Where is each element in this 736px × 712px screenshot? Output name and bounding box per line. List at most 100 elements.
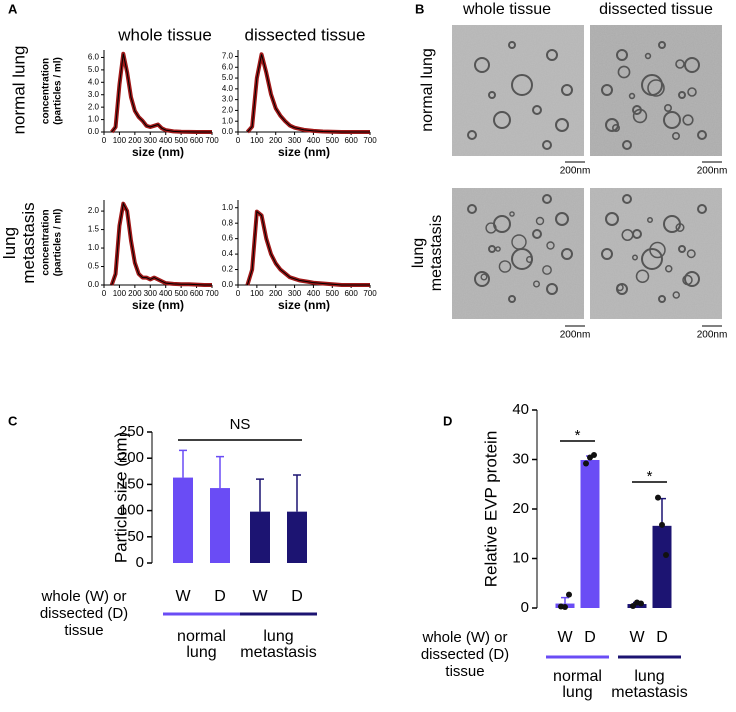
y-axis-label: Particle size (nm) (111, 432, 130, 563)
bar (173, 477, 193, 563)
group-label: lung (634, 668, 664, 685)
bar (580, 459, 600, 608)
y-tick-label: 2.0 (88, 206, 100, 215)
row-label: normal lung (9, 46, 28, 135)
x-tick-label: 400 (307, 289, 321, 298)
error-bar (216, 455, 224, 489)
group-axis-label: dissected (D) (421, 646, 509, 663)
y-tick-label: 4.0 (88, 77, 100, 86)
panel-label: A (8, 1, 18, 16)
error-bar (179, 449, 187, 478)
panel-label: C (8, 413, 18, 428)
em-image (452, 188, 584, 319)
x-tick-label: 600 (190, 136, 204, 145)
scale-bar-label: 200nm (560, 330, 591, 341)
error-bar (293, 474, 301, 512)
error-bar (658, 497, 666, 526)
group-label: normal (553, 668, 602, 685)
y-tick-label: 10 (512, 549, 529, 566)
y-tick-label: 0 (521, 599, 529, 616)
y-tick-label: 200 (119, 449, 144, 466)
line (247, 54, 370, 133)
y-tick-label: 150 (119, 475, 144, 492)
y-tick-label: 0.2 (222, 265, 234, 274)
row-label: normal lung (419, 48, 436, 132)
x-tick-label: 700 (363, 289, 377, 298)
y-tick-label: 0.6 (222, 234, 234, 243)
x-tick-label: 100 (113, 136, 127, 145)
line (246, 210, 370, 286)
group-label: lung (186, 644, 216, 661)
line (111, 202, 212, 286)
group-label: lung (562, 684, 592, 701)
scale-bars (565, 161, 722, 327)
x-tick-label: D (656, 629, 668, 646)
y-tick-label: 250 (119, 423, 144, 440)
data-point (562, 604, 568, 611)
data-point (591, 452, 597, 459)
y-axis-label: concentration (41, 58, 52, 124)
group-axis-label: whole (W) or (40, 588, 126, 605)
y-tick-label: 5.0 (88, 65, 100, 74)
panel-label: B (415, 1, 424, 16)
x-tick-label: 600 (190, 289, 204, 298)
y-tick-label: 50 (127, 528, 144, 545)
bar (652, 525, 672, 608)
x-tick-label: 500 (174, 289, 188, 298)
em-image (590, 25, 722, 156)
y-tick-label: 0.4 (222, 249, 234, 258)
group-axis-label: tissue (64, 622, 103, 639)
x-tick-label: 500 (326, 289, 340, 298)
row-label: lung (0, 227, 19, 259)
x-tick-label: 600 (344, 136, 358, 145)
x-tick-label: 100 (113, 289, 127, 298)
x-tick-label: 0 (236, 136, 241, 145)
data-point (583, 460, 589, 467)
group-axis-label: dissected (D) (40, 605, 128, 622)
data-point (630, 603, 636, 610)
y-tick-label: 6.0 (88, 53, 100, 62)
y-axis-label: concentration (41, 209, 52, 275)
y-axis-label: (particles / ml) (53, 57, 64, 125)
x-tick-label: D (584, 629, 596, 646)
x-tick-label: D (291, 588, 303, 605)
y-tick-label: 40 (512, 401, 529, 418)
x-tick-label: W (175, 588, 191, 605)
y-axis-label: Relative EVP protein (481, 431, 500, 588)
y-tick-label: 4.0 (222, 84, 234, 93)
x-tick-label: 400 (159, 289, 173, 298)
data-point (663, 552, 669, 559)
scale-bar-label: 200nm (560, 166, 591, 177)
axis (237, 50, 370, 133)
x-tick-label: 0 (236, 289, 241, 298)
group-axis-label: tissue (445, 663, 484, 680)
y-tick-label: 0.8 (222, 218, 234, 227)
x-tick-label: 500 (174, 136, 188, 145)
annotation: NS (230, 416, 251, 433)
band (245, 209, 370, 287)
x-tick-label: 0 (102, 136, 107, 145)
scale-bar-label: 200nm (697, 330, 728, 341)
group-label: lung (263, 628, 293, 645)
bar (627, 604, 647, 608)
y-tick-label: 0.5 (88, 262, 100, 271)
x-tick-label: 200 (128, 136, 142, 145)
x-tick-label: D (214, 588, 226, 605)
band (245, 52, 370, 134)
data-point (638, 600, 644, 607)
bar (250, 511, 270, 563)
x-axis-label: size (nm) (132, 298, 184, 312)
y-tick-label: 30 (512, 450, 529, 467)
x-tick-label: 100 (250, 136, 264, 145)
row-label: metastasis (19, 202, 38, 283)
y-tick-label: 6.0 (222, 62, 234, 71)
x-tick-label: 300 (288, 289, 302, 298)
y-tick-label: 3.0 (88, 90, 100, 99)
y-tick-label: 1.0 (222, 116, 234, 125)
x-tick-label: 200 (128, 289, 142, 298)
x-tick-label: 100 (250, 289, 264, 298)
y-tick-label: 1.0 (222, 203, 234, 212)
scale-bar-label: 200nm (697, 166, 728, 177)
x-tick-label: 700 (205, 136, 219, 145)
